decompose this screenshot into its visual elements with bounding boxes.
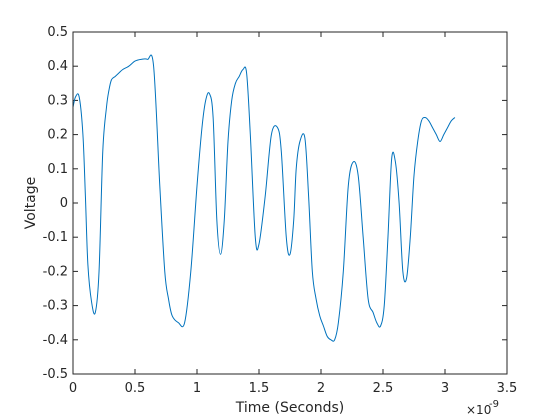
y-axis-label: Voltage <box>23 177 39 230</box>
y-tick-label: -0.2 <box>43 264 68 279</box>
y-tick-label: -0.3 <box>43 299 68 314</box>
y-tick-label: -0.1 <box>43 230 68 245</box>
x-tick-label: 0.5 <box>125 381 146 396</box>
y-tick-label: 0.3 <box>47 93 68 108</box>
y-tick-label: 0.2 <box>47 128 68 143</box>
x-exponent-base: ×10 <box>466 403 491 417</box>
x-tick-label: 2 <box>317 381 325 396</box>
y-tick-label: 0 <box>60 196 68 211</box>
plot-area <box>73 32 507 374</box>
y-tick-label: -0.5 <box>43 367 68 382</box>
x-tick-label: 2.5 <box>373 381 394 396</box>
series-line <box>72 54 456 342</box>
x-tick-label: 1 <box>193 381 201 396</box>
x-tick-labels: 0 0.5 1 1.5 2 2.5 3 3.5 <box>69 381 517 396</box>
plot-frame <box>72 31 508 375</box>
x-tick-label: 0 <box>69 381 77 396</box>
y-tick-label: 0.4 <box>47 59 68 74</box>
x-tick-label: 3 <box>441 381 449 396</box>
y-tick-label: -0.4 <box>43 333 68 348</box>
y-tick-labels: 0.5 0.4 0.3 0.2 0.1 0 -0.1 -0.2 -0.3 -0.4 -0.5 <box>43 25 68 382</box>
y-tick-label: 0.1 <box>47 162 68 177</box>
x-exponent-power: -9 <box>489 399 499 410</box>
x-tick-label: 1.5 <box>249 381 270 396</box>
x-tick-label: 3.5 <box>497 381 518 396</box>
x-axis-label: Time (Seconds) <box>235 400 344 416</box>
y-tick-label: 0.5 <box>47 25 68 40</box>
